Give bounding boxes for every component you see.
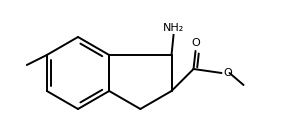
- Text: NH₂: NH₂: [163, 23, 184, 33]
- Text: O: O: [191, 38, 200, 48]
- Text: O: O: [224, 68, 232, 78]
